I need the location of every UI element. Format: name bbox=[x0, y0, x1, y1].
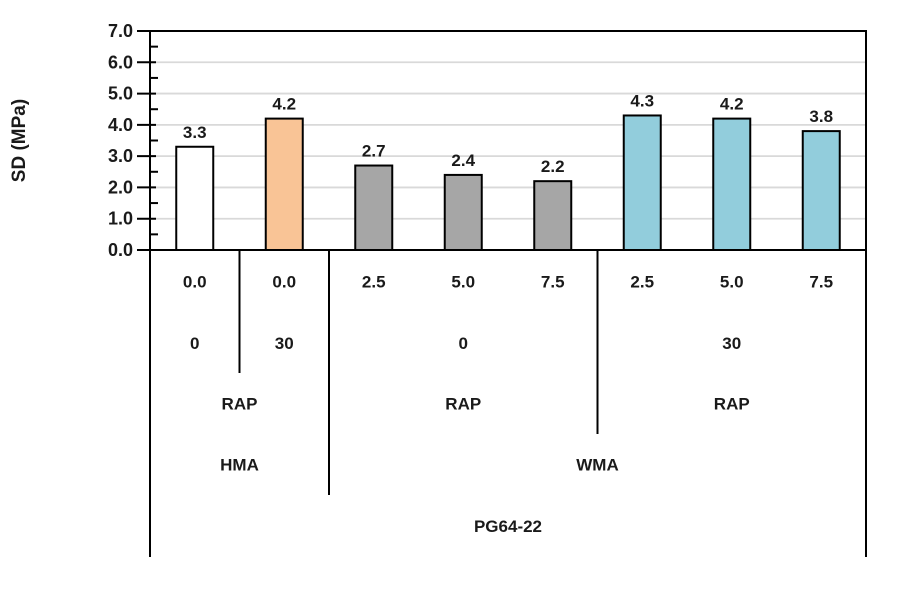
bar-value-label: 4.2 bbox=[272, 95, 296, 114]
y-tick-label: 4.0 bbox=[108, 115, 133, 135]
category-label-binder-grade: PG64-22 bbox=[474, 517, 542, 536]
category-label-additive-percent: 30 bbox=[275, 334, 294, 353]
category-label-rap-binder-percent: 7.5 bbox=[541, 273, 565, 292]
y-tick-label: 6.0 bbox=[108, 52, 133, 72]
category-label-rap-binder-percent: 2.5 bbox=[362, 273, 386, 292]
category-label-rap-binder-percent: 2.5 bbox=[630, 273, 654, 292]
y-axis-title: SD (MPa) bbox=[9, 99, 30, 182]
category-label-rap-group: RAP bbox=[714, 395, 750, 414]
category-label-rap-binder-percent: 0.0 bbox=[183, 273, 207, 292]
y-tick-label: 1.0 bbox=[108, 209, 133, 229]
y-tick-label: 7.0 bbox=[108, 21, 133, 41]
bar-value-label: 2.2 bbox=[541, 157, 565, 176]
category-label-rap-binder-percent: 5.0 bbox=[720, 273, 744, 292]
plot-area-border bbox=[149, 30, 867, 251]
bar bbox=[533, 180, 573, 252]
bar bbox=[354, 164, 394, 251]
bar bbox=[622, 114, 662, 251]
bar-value-label: 2.7 bbox=[362, 142, 386, 161]
y-tick-label: 2.0 bbox=[108, 177, 133, 197]
bar bbox=[712, 117, 752, 251]
bar-value-label: 4.3 bbox=[630, 91, 654, 110]
category-label-additive-percent: 0 bbox=[459, 334, 468, 353]
category-label-rap-group: RAP bbox=[222, 395, 258, 414]
category-label-additive-percent: 30 bbox=[722, 334, 741, 353]
bar-value-label: 3.8 bbox=[809, 107, 833, 126]
y-tick-label: 3.0 bbox=[108, 146, 133, 166]
y-tick-label: 5.0 bbox=[108, 84, 133, 104]
bar bbox=[175, 145, 215, 251]
category-label-mix-type: HMA bbox=[220, 456, 259, 475]
bar bbox=[801, 130, 841, 251]
category-label-rap-binder-percent: 7.5 bbox=[809, 273, 833, 292]
category-label-mix-type: WMA bbox=[576, 456, 618, 475]
category-label-rap-binder-percent: 0.0 bbox=[272, 273, 296, 292]
bar bbox=[443, 173, 483, 252]
y-tick-label: 0.0 bbox=[108, 240, 133, 260]
bar-value-label: 4.2 bbox=[720, 95, 744, 114]
bar bbox=[264, 117, 304, 251]
category-label-rap-group: RAP bbox=[445, 395, 481, 414]
bar-value-label: 2.4 bbox=[451, 151, 475, 170]
category-label-rap-binder-percent: 5.0 bbox=[451, 273, 475, 292]
bar-value-label: 3.3 bbox=[183, 123, 207, 142]
category-label-additive-percent: 0 bbox=[190, 334, 199, 353]
